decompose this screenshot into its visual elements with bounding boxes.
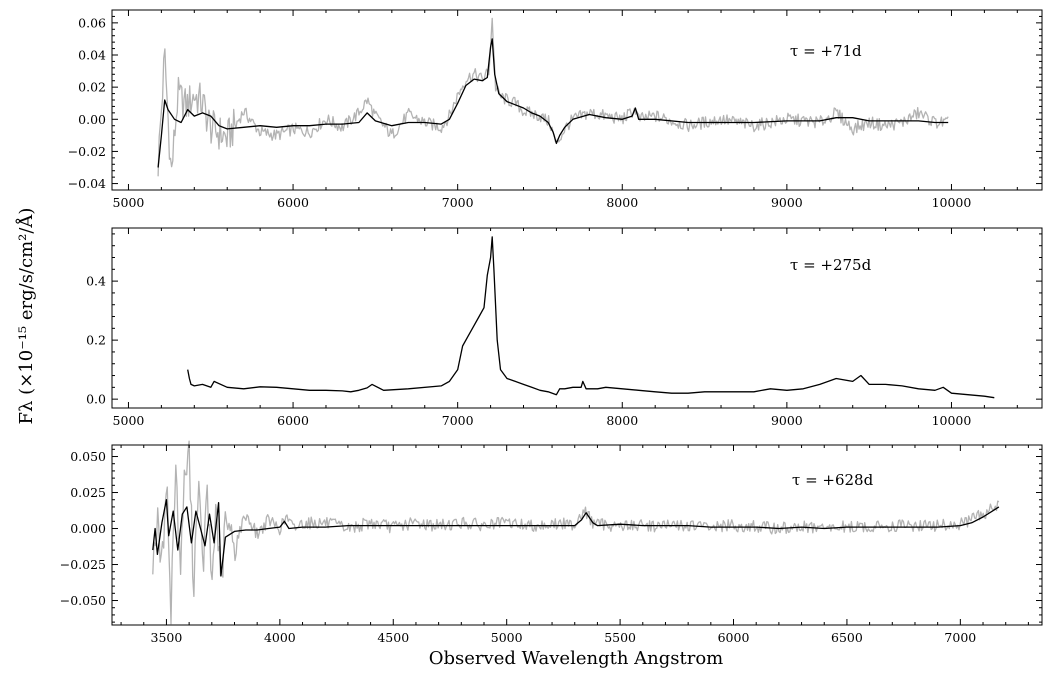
x-tick-label: 10000 xyxy=(932,413,972,428)
y-tick-label: 0.4 xyxy=(86,274,106,289)
y-tick-label: 0.025 xyxy=(70,485,106,500)
y-tick-label: 0.0 xyxy=(86,392,106,407)
x-tick-label: 9000 xyxy=(771,195,803,210)
panel-1: 5000 6000 7000 8000 9000 10000 −0.04 −0.02 0.00 0… xyxy=(68,9,1043,210)
x-tick-label: 7000 xyxy=(944,630,976,645)
x-tick-label: 7000 xyxy=(442,413,474,428)
panel-epoch-label: τ = +71d xyxy=(790,42,862,60)
panels: 5000 6000 7000 8000 9000 10000−0.04−0.020.000… xyxy=(60,9,1043,645)
x-tick-label: 5000 xyxy=(113,413,145,428)
x-tick-label: 8000 xyxy=(606,195,638,210)
panel-2: 5000 6000 7000 8000 9000 10000 0.0 0.2 0.4 τ = +2… xyxy=(86,227,1043,428)
y-tick-label: 0.050 xyxy=(70,449,106,464)
x-tick-label: 4500 xyxy=(377,630,409,645)
x-tick-label: 5000 xyxy=(113,195,145,210)
series-smoothed-line xyxy=(187,236,995,399)
x-tick-label: 6000 xyxy=(277,413,309,428)
y-tick-label: −0.050 xyxy=(60,593,106,608)
x-tick-label: 6000 xyxy=(718,630,750,645)
x-axis-label: Observed Wavelength Angstrom xyxy=(429,648,724,669)
y-tick-label: 0.06 xyxy=(78,15,106,30)
x-tick-label: 7000 xyxy=(442,195,474,210)
x-tick-label: 3500 xyxy=(151,630,183,645)
y-tick-label: 0.02 xyxy=(78,80,106,95)
axes-frame xyxy=(111,9,1043,191)
x-tick-label: 10000 xyxy=(932,195,972,210)
axes-frame xyxy=(111,227,1043,409)
panel-epoch-label: τ = +628d xyxy=(792,471,874,489)
axes-frame xyxy=(111,444,1043,626)
x-tick-label: 6500 xyxy=(831,630,863,645)
y-tick-label: 0.000 xyxy=(70,521,106,536)
y-tick-label: −0.02 xyxy=(68,144,106,159)
x-tick-label: 6000 xyxy=(277,195,309,210)
y-axis-label: Fλ (×10⁻¹⁵ erg/s/cm²/Å) xyxy=(15,208,37,425)
series-smoothed-line xyxy=(152,499,1000,577)
series-smoothed-line xyxy=(157,38,949,168)
y-tick-label: −0.04 xyxy=(68,176,106,191)
x-tick-label: 5500 xyxy=(604,630,636,645)
x-tick-label: 4000 xyxy=(264,630,296,645)
series-raw-line xyxy=(152,440,1000,625)
x-tick-label: 9000 xyxy=(771,413,803,428)
y-tick-label: 0.04 xyxy=(78,48,106,63)
x-tick-label: 8000 xyxy=(606,413,638,428)
y-tick-label: −0.025 xyxy=(60,557,106,572)
x-tick-label: 5000 xyxy=(491,630,523,645)
panel-epoch-label: τ = +275d xyxy=(790,256,872,274)
y-tick-label: 0.2 xyxy=(86,333,106,348)
panel-3: 3500 4000 4500 5000 5500 6000 6500 7000 −0.050 −0… xyxy=(60,440,1043,645)
y-tick-label: 0.00 xyxy=(78,112,106,127)
